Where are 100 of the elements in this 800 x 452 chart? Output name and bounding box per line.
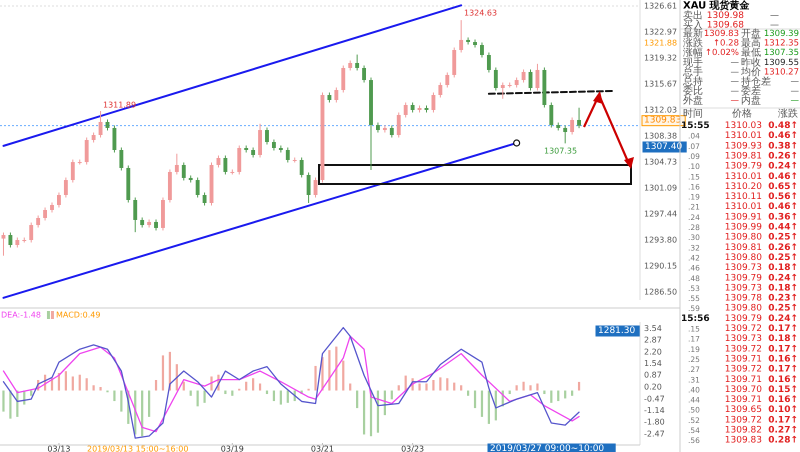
text: 1310.01 [724,131,762,142]
bar [362,390,366,434]
text: 0.23↑ [768,294,798,304]
y-tick-label: 1322.97 [644,27,678,36]
y-tick-label: 1297.44 [644,210,678,219]
candlestick [8,232,12,248]
text: 0.16↑ [768,395,798,406]
y-tick-label: 1312.03 [644,105,678,114]
text: 1309.71 [724,374,762,385]
text: 0.17↑ [768,364,798,375]
bar [78,374,81,391]
text: XAU 现货黄金 [683,0,751,12]
text: 1309.93 [724,141,762,152]
text: 0.18↑ [768,283,798,294]
bar [231,390,234,396]
text: 开盘 [741,28,761,40]
candlestick [196,177,200,198]
text: 1309.68 [706,20,744,30]
candlestick [300,156,304,178]
text: 1309.83 [724,436,762,446]
legend-label: MACD:0.49 [56,310,100,320]
text: 1309.72 [724,344,762,354]
text: — [790,77,800,87]
annotation: 1281.30 [598,326,636,336]
text: 内盘 [741,94,761,107]
candlestick [314,177,318,198]
bar [446,378,448,391]
bar [425,384,428,391]
candlestick [140,216,144,228]
text: 1310.20 [724,182,762,192]
text: 0.18↑ [768,263,798,274]
bar [258,384,262,391]
candlestick [577,107,581,129]
text: 价格 [731,108,752,120]
text: 卖出 [683,10,703,22]
text: 1309.80 [724,232,762,243]
candlestick [265,127,269,146]
text: 1309.71 [724,354,762,364]
text: 1309.72 [724,415,762,426]
text: 0.18↑ [768,334,798,344]
text: 总手 [682,66,703,78]
candlestick [119,147,124,171]
candlestick [64,177,68,198]
text: 1309.70 [724,384,762,395]
text: 1309.91 [724,212,762,222]
bar [335,346,338,391]
candlestick [480,42,484,58]
candlestick [182,162,186,181]
text: 1309.79 [724,273,762,284]
bar [2,390,5,412]
annotation: 1311.89 [103,100,136,110]
candlestick [410,102,415,113]
text: 昨收 [741,56,761,68]
bar [86,378,88,391]
y-tick-label: 1315.67 [644,80,678,89]
text: DEA:-1.48 [1,310,41,320]
text: 0.25↑ [768,252,798,263]
text: 0.10↑ [768,405,798,416]
candlestick [549,102,554,128]
candlestick [57,192,61,208]
candlestick [43,206,48,221]
text: — [730,67,740,78]
annotation: 1307.35 [544,146,578,156]
candlestick [98,110,102,138]
text: 0.24↑ [768,162,798,172]
text: 0.44↑ [768,222,798,232]
bar [474,390,476,408]
annotation: 2019/03/13 15:00~16:00 [87,444,188,452]
y-tick-label: -1.14 [644,406,665,416]
y-tick-label: 3.54 [644,324,662,333]
bar [252,378,254,391]
candlestick [92,132,96,144]
y-tick-label: -0.47 [644,394,665,404]
bar [516,385,518,391]
candlestick [237,145,242,175]
annotation: 2019/03/27 09:00~10:00 [490,444,604,452]
x-tick-label: 03/23 [401,444,424,452]
candlestick [112,124,116,153]
y-tick-label: 1326.61 [644,1,678,10]
text: 0.46↑ [768,172,798,182]
text: 1309.98 [706,11,744,21]
text: 0.24↑ [768,273,798,284]
bar [342,360,344,391]
bar [466,390,470,396]
candlestick [174,153,179,175]
y-tick-label: 1301.09 [644,184,678,193]
text: 1309.80 [724,304,762,314]
candlestick [306,172,311,204]
candlestick [536,63,540,92]
candlestick [2,232,6,256]
text: 1310.03 [724,121,762,131]
text: 1309.39 [764,29,799,39]
candlestick [514,77,519,88]
bar [543,390,546,394]
candlestick [50,202,54,213]
text: 1310.01 [724,172,762,182]
text: 1309.81 [724,151,762,162]
bar [453,382,456,391]
y-tick-label: 1319.32 [644,53,678,62]
text: — [730,96,740,106]
